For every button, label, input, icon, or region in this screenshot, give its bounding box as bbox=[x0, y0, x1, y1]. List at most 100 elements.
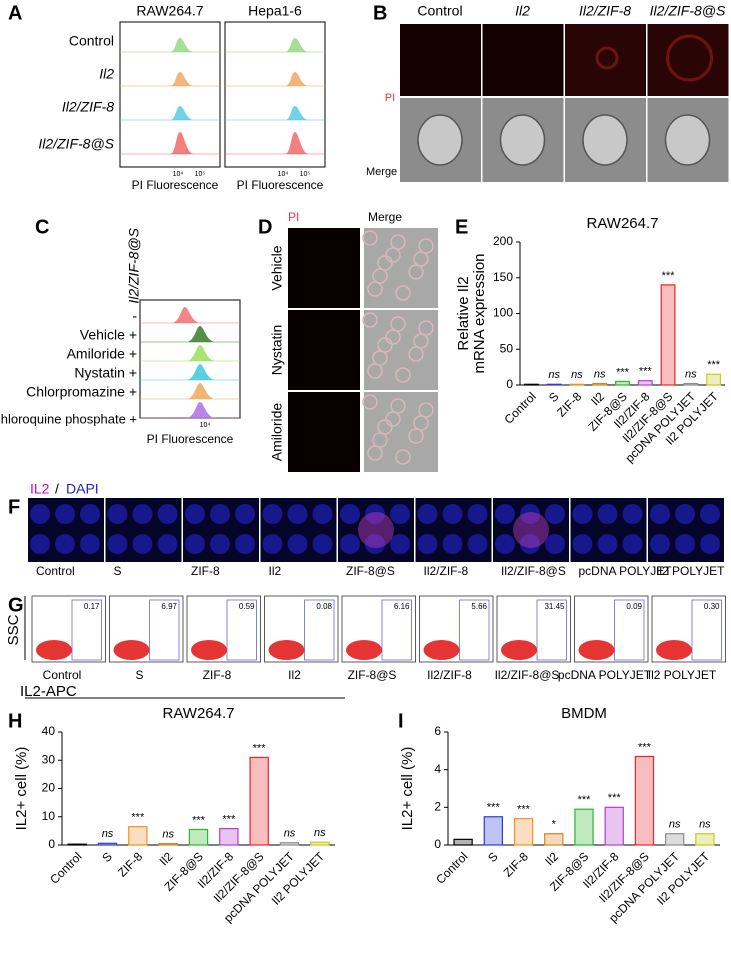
column-label: S bbox=[135, 668, 143, 682]
event-cloud bbox=[656, 640, 692, 660]
nucleus bbox=[262, 534, 283, 554]
percentage: 0.59 bbox=[239, 602, 255, 611]
event-cloud bbox=[501, 640, 537, 660]
histogram-peak bbox=[170, 106, 194, 120]
nucleus bbox=[80, 534, 100, 554]
bar bbox=[188, 828, 209, 846]
bar bbox=[634, 755, 655, 846]
histogram-peak bbox=[170, 72, 194, 86]
il2-signal bbox=[513, 512, 549, 548]
bar bbox=[513, 818, 534, 846]
cell bbox=[418, 320, 434, 336]
column-header: Merge bbox=[368, 210, 402, 224]
panel-letter: A bbox=[8, 2, 22, 24]
x-tick-label: 10⁵ bbox=[195, 171, 206, 178]
bar bbox=[546, 383, 562, 386]
bar bbox=[453, 838, 473, 846]
row-label: Il2 bbox=[99, 66, 114, 82]
column-label: ZIF-8@S bbox=[348, 668, 397, 682]
histogram-peak bbox=[285, 72, 309, 86]
nucleus bbox=[235, 504, 255, 524]
gate bbox=[614, 599, 645, 661]
column-label: Il2 bbox=[269, 564, 282, 578]
panel-letter: I bbox=[398, 710, 404, 732]
column-header: Il2/ZIF-8@S bbox=[650, 3, 726, 19]
cell bbox=[362, 394, 378, 410]
nucleus bbox=[622, 504, 643, 524]
cell bbox=[664, 114, 711, 166]
il2-signal bbox=[358, 512, 394, 548]
histogram-peak bbox=[186, 326, 216, 342]
event-cloud bbox=[578, 640, 615, 660]
column-label: Control bbox=[36, 564, 75, 578]
significance: *** bbox=[578, 794, 592, 806]
chart-title: RAW264.7 bbox=[587, 215, 659, 232]
column-label: Il2 bbox=[288, 668, 301, 682]
nucleus bbox=[467, 504, 488, 524]
panel-letter: D bbox=[258, 216, 272, 238]
column-header: Il2/ZIF-8 bbox=[579, 3, 631, 19]
cell bbox=[499, 114, 546, 166]
nucleus bbox=[650, 534, 670, 554]
significance: ns bbox=[548, 369, 560, 381]
y-tick-label: 10 bbox=[42, 809, 56, 823]
significance: *** bbox=[131, 812, 145, 824]
significance: *** bbox=[192, 814, 206, 826]
significance: ns bbox=[594, 368, 606, 380]
histogram-peak bbox=[186, 345, 216, 361]
row-label: Vehicle + bbox=[80, 327, 137, 343]
significance: ns bbox=[284, 828, 296, 840]
histogram-peak bbox=[171, 307, 201, 323]
nucleus bbox=[417, 534, 438, 554]
pi-image bbox=[288, 228, 360, 308]
cell bbox=[413, 251, 429, 267]
column-header: PI bbox=[288, 210, 299, 224]
significance: *** bbox=[638, 741, 652, 753]
nucleus bbox=[340, 534, 360, 554]
cell bbox=[418, 238, 434, 254]
column-header: Control bbox=[417, 3, 462, 19]
column-header: Il2 bbox=[515, 3, 530, 19]
cell bbox=[385, 329, 401, 345]
cell bbox=[372, 268, 388, 284]
plot-frame bbox=[119, 21, 221, 168]
gate bbox=[536, 599, 567, 661]
x-tick-label: 10⁵ bbox=[300, 171, 311, 178]
percentage: 5.66 bbox=[471, 602, 487, 611]
cell-signal bbox=[595, 46, 619, 70]
cell bbox=[367, 281, 383, 297]
nucleus bbox=[235, 534, 255, 554]
event-cloud bbox=[191, 640, 227, 660]
cell bbox=[395, 449, 411, 465]
column-label: Il2/ZIF-8 bbox=[424, 564, 469, 578]
nucleus bbox=[287, 504, 308, 524]
event-cloud bbox=[423, 640, 460, 660]
bar bbox=[569, 383, 585, 386]
percentage: 6.97 bbox=[161, 602, 177, 611]
nucleus bbox=[30, 534, 50, 554]
nucleus bbox=[650, 504, 670, 524]
y-axis-label: mRNA expression bbox=[471, 253, 488, 373]
histogram-peak bbox=[186, 364, 216, 380]
row-label: Control bbox=[69, 33, 114, 49]
cell bbox=[367, 445, 383, 461]
x-tick-label: ZIF-8 bbox=[501, 849, 531, 879]
bar bbox=[523, 383, 539, 386]
nucleus bbox=[312, 504, 333, 524]
bar bbox=[97, 842, 118, 846]
nucleus bbox=[30, 504, 50, 524]
nucleus bbox=[442, 534, 463, 554]
y-tick-label: 20 bbox=[42, 781, 56, 795]
nucleus bbox=[417, 504, 438, 524]
legend-label: / bbox=[55, 481, 59, 497]
gate bbox=[71, 599, 102, 661]
nucleus bbox=[597, 534, 618, 554]
x-tick-label: 10⁴ bbox=[173, 171, 184, 178]
x-tick-label: Control bbox=[501, 389, 538, 426]
histogram-peak bbox=[170, 38, 194, 52]
x-tick-label: S bbox=[485, 849, 501, 865]
y-tick-label: 6 bbox=[434, 724, 441, 738]
percentage: 0.08 bbox=[316, 602, 332, 611]
nucleus bbox=[157, 534, 178, 554]
